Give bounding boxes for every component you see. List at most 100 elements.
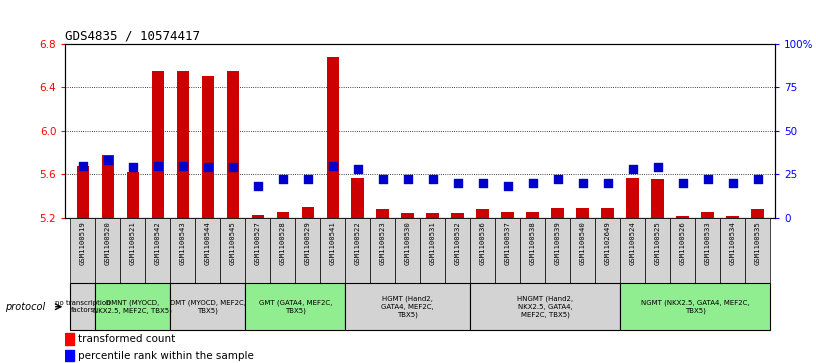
Bar bbox=[477, 209, 489, 218]
Text: GSM1100533: GSM1100533 bbox=[705, 221, 711, 265]
Point bbox=[301, 176, 314, 182]
Text: GSM1100525: GSM1100525 bbox=[654, 221, 661, 265]
Bar bbox=[202, 76, 214, 218]
Point bbox=[151, 163, 164, 168]
Bar bbox=[326, 57, 339, 218]
Text: GSM1100544: GSM1100544 bbox=[205, 221, 211, 265]
Bar bbox=[277, 212, 289, 218]
FancyBboxPatch shape bbox=[745, 218, 770, 283]
FancyBboxPatch shape bbox=[545, 218, 570, 283]
FancyBboxPatch shape bbox=[521, 218, 545, 283]
Point bbox=[551, 176, 564, 182]
Bar bbox=[152, 71, 164, 218]
Point bbox=[526, 180, 539, 186]
Text: GSM1100530: GSM1100530 bbox=[405, 221, 410, 265]
Point bbox=[351, 166, 364, 172]
Text: GSM1100545: GSM1100545 bbox=[230, 221, 236, 265]
Bar bbox=[676, 216, 689, 218]
Text: DMT (MYOCD, MEF2C,
TBX5): DMT (MYOCD, MEF2C, TBX5) bbox=[170, 299, 246, 314]
Text: NGMT (NKX2.5, GATA4, MEF2C,
TBX5): NGMT (NKX2.5, GATA4, MEF2C, TBX5) bbox=[641, 299, 750, 314]
FancyBboxPatch shape bbox=[345, 218, 370, 283]
Text: GSM1100539: GSM1100539 bbox=[555, 221, 561, 265]
Text: GSM1102649: GSM1102649 bbox=[605, 221, 610, 265]
Point bbox=[226, 164, 239, 170]
Point bbox=[601, 180, 614, 186]
FancyBboxPatch shape bbox=[721, 218, 745, 283]
Point bbox=[726, 180, 739, 186]
FancyBboxPatch shape bbox=[320, 218, 345, 283]
Text: percentile rank within the sample: percentile rank within the sample bbox=[78, 351, 254, 361]
FancyBboxPatch shape bbox=[570, 218, 595, 283]
Text: GDS4835 / 10574417: GDS4835 / 10574417 bbox=[65, 29, 200, 42]
Point bbox=[576, 180, 589, 186]
Bar bbox=[101, 155, 114, 218]
FancyBboxPatch shape bbox=[695, 218, 721, 283]
FancyBboxPatch shape bbox=[620, 218, 645, 283]
FancyBboxPatch shape bbox=[470, 218, 495, 283]
Bar bbox=[427, 213, 439, 218]
Point bbox=[101, 158, 114, 163]
Bar bbox=[301, 207, 314, 218]
Text: no transcription
factors: no transcription factors bbox=[55, 300, 111, 314]
FancyBboxPatch shape bbox=[670, 218, 695, 283]
Point bbox=[251, 184, 264, 189]
Text: HNGMT (Hand2,
NKX2.5, GATA4,
MEF2C, TBX5): HNGMT (Hand2, NKX2.5, GATA4, MEF2C, TBX5… bbox=[517, 296, 574, 318]
Point bbox=[126, 164, 140, 170]
FancyBboxPatch shape bbox=[220, 218, 246, 283]
Text: GMT (GATA4, MEF2C,
TBX5): GMT (GATA4, MEF2C, TBX5) bbox=[259, 299, 332, 314]
FancyBboxPatch shape bbox=[420, 218, 446, 283]
Bar bbox=[451, 213, 464, 218]
FancyBboxPatch shape bbox=[395, 218, 420, 283]
Point bbox=[401, 176, 415, 182]
FancyBboxPatch shape bbox=[470, 283, 620, 330]
Bar bbox=[702, 212, 714, 218]
Point bbox=[626, 166, 639, 172]
FancyBboxPatch shape bbox=[95, 283, 171, 330]
Text: GSM1100540: GSM1100540 bbox=[579, 221, 586, 265]
FancyBboxPatch shape bbox=[171, 283, 246, 330]
Text: GSM1100535: GSM1100535 bbox=[755, 221, 761, 265]
Text: transformed count: transformed count bbox=[78, 334, 175, 344]
FancyBboxPatch shape bbox=[295, 218, 320, 283]
Bar bbox=[126, 172, 139, 218]
FancyBboxPatch shape bbox=[246, 218, 270, 283]
FancyBboxPatch shape bbox=[370, 218, 395, 283]
Text: GSM1100534: GSM1100534 bbox=[730, 221, 736, 265]
Text: GSM1100521: GSM1100521 bbox=[130, 221, 135, 265]
Text: GSM1100542: GSM1100542 bbox=[155, 221, 161, 265]
FancyBboxPatch shape bbox=[446, 218, 470, 283]
Text: GSM1100523: GSM1100523 bbox=[379, 221, 386, 265]
Bar bbox=[651, 179, 664, 218]
Bar bbox=[576, 208, 589, 218]
Bar bbox=[176, 71, 189, 218]
FancyBboxPatch shape bbox=[195, 218, 220, 283]
Text: GSM1100527: GSM1100527 bbox=[255, 221, 261, 265]
FancyBboxPatch shape bbox=[70, 218, 95, 283]
Bar bbox=[627, 178, 639, 218]
FancyBboxPatch shape bbox=[70, 283, 95, 330]
Text: GSM1100538: GSM1100538 bbox=[530, 221, 536, 265]
Text: GSM1100541: GSM1100541 bbox=[330, 221, 335, 265]
Text: GSM1100524: GSM1100524 bbox=[630, 221, 636, 265]
Bar bbox=[752, 209, 764, 218]
FancyBboxPatch shape bbox=[246, 283, 345, 330]
Text: GSM1100537: GSM1100537 bbox=[505, 221, 511, 265]
FancyBboxPatch shape bbox=[620, 283, 770, 330]
Point bbox=[277, 176, 290, 182]
Bar bbox=[227, 71, 239, 218]
Text: protocol: protocol bbox=[5, 302, 45, 312]
Text: GSM1100528: GSM1100528 bbox=[280, 221, 286, 265]
Text: GSM1100526: GSM1100526 bbox=[680, 221, 685, 265]
FancyBboxPatch shape bbox=[95, 218, 120, 283]
Point bbox=[426, 176, 439, 182]
Point bbox=[752, 176, 765, 182]
Bar bbox=[65, 350, 73, 361]
Bar bbox=[401, 213, 414, 218]
Point bbox=[76, 163, 89, 168]
Point bbox=[701, 176, 714, 182]
FancyBboxPatch shape bbox=[595, 218, 620, 283]
Bar bbox=[726, 216, 739, 218]
Bar bbox=[526, 212, 539, 218]
FancyBboxPatch shape bbox=[120, 218, 145, 283]
Text: GSM1100531: GSM1100531 bbox=[430, 221, 436, 265]
